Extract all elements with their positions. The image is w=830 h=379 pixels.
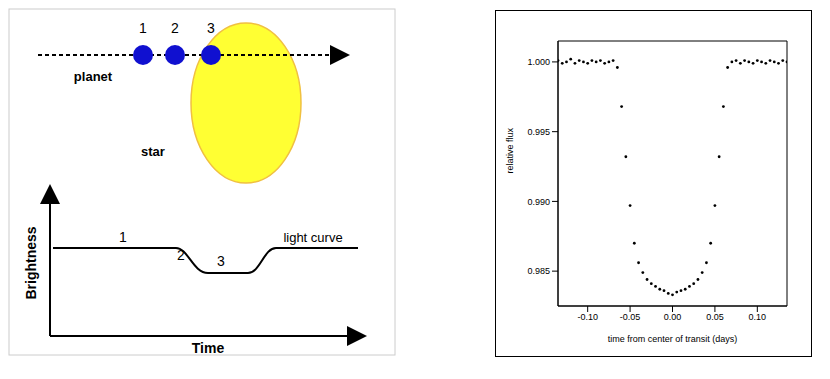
svg-text:star: star <box>141 144 165 159</box>
svg-text:Time: Time <box>192 340 225 356</box>
svg-text:0.995: 0.995 <box>527 127 550 137</box>
svg-text:2: 2 <box>171 20 179 36</box>
svg-text:0.985: 0.985 <box>527 266 550 276</box>
svg-text:light curve: light curve <box>283 230 342 245</box>
svg-text:0.05: 0.05 <box>706 312 724 322</box>
svg-text:Brightness: Brightness <box>23 226 39 299</box>
svg-text:1: 1 <box>139 20 147 36</box>
svg-text:0.990: 0.990 <box>527 197 550 207</box>
svg-text:3: 3 <box>207 20 215 36</box>
svg-text:relative flux: relative flux <box>505 127 515 173</box>
svg-text:-0.05: -0.05 <box>620 312 641 322</box>
svg-text:-0.10: -0.10 <box>577 312 598 322</box>
svg-text:2: 2 <box>177 247 185 263</box>
svg-text:1: 1 <box>119 229 127 245</box>
svg-text:0.10: 0.10 <box>749 312 767 322</box>
svg-text:1.000: 1.000 <box>527 57 550 67</box>
svg-text:3: 3 <box>217 253 225 269</box>
svg-text:planet: planet <box>74 69 113 84</box>
svg-text:time from center of transit (d: time from center of transit (days) <box>608 334 738 344</box>
svg-text:0.00: 0.00 <box>664 312 682 322</box>
